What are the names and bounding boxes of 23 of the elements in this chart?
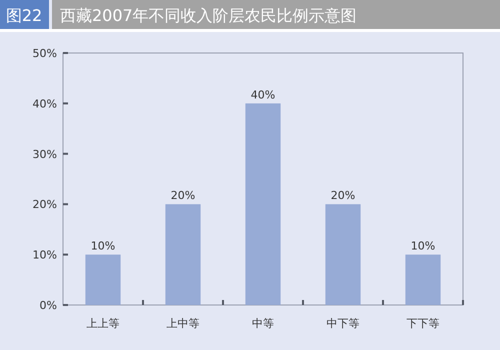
caption: 图22 [6, 6, 42, 25]
y-tick-label: 20% [32, 198, 57, 212]
x-tick-label: 中下等 [326, 317, 360, 330]
data-label: 20% [170, 189, 196, 202]
x-tick-label: 下下等 [406, 317, 440, 330]
x-tick-label: 中等 [252, 317, 274, 330]
bar [165, 204, 201, 305]
y-tick-label: 10% [32, 248, 57, 262]
chart-title: 西藏2007年不同收入阶层农民比例示意图 [60, 6, 357, 25]
y-tick-label: 30% [32, 148, 57, 161]
bar [85, 254, 121, 305]
data-label: 10% [410, 240, 436, 253]
y-tick-label: 0% [40, 299, 57, 312]
bar [405, 254, 441, 305]
x-tick-label: 上中等 [166, 317, 200, 330]
data-label: 20% [330, 189, 356, 202]
bar [325, 204, 361, 305]
x-tick-label: 上上等 [86, 317, 120, 330]
y-tick-label: 40% [32, 97, 57, 110]
data-label: 40% [250, 88, 276, 102]
data-label: 10% [90, 240, 116, 253]
bar [245, 103, 281, 305]
y-tick-label: 50% [32, 47, 57, 60]
